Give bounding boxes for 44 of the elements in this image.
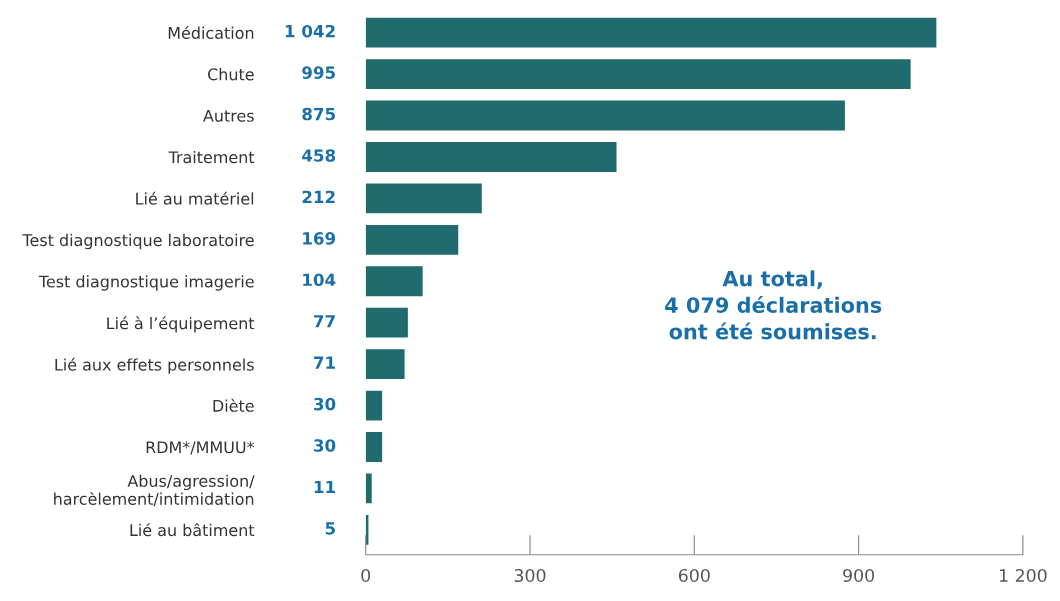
data-label: 5 xyxy=(325,522,335,535)
x-tick-label: 300 xyxy=(514,568,546,583)
data-label: 875 xyxy=(302,107,335,121)
bar xyxy=(365,59,911,90)
y-tick-label: Autres xyxy=(203,109,254,122)
bar xyxy=(365,390,383,421)
y-tick-label: Traitement xyxy=(168,150,255,164)
bar xyxy=(365,307,408,338)
y-tick-label: Diète xyxy=(213,398,254,412)
data-label: 30 xyxy=(314,439,336,452)
bar xyxy=(365,266,423,297)
bar xyxy=(365,142,617,172)
data-label: 30 xyxy=(314,397,336,411)
bar xyxy=(365,224,459,255)
y-tick-label: Test diagnostique laboratoire xyxy=(22,233,254,250)
data-label: 71 xyxy=(314,356,335,369)
x-tick-label: 600 xyxy=(678,568,710,583)
y-tick-label: Lié à l’équipement xyxy=(107,316,255,333)
y-tick-label: Chute xyxy=(208,68,254,81)
y-tick-label: Abus/agression/ harcèlement/intimidation xyxy=(54,474,255,507)
bar xyxy=(365,349,405,380)
y-tick-label: Lié au matériel xyxy=(136,191,254,205)
y-tick-label: Médication xyxy=(168,25,254,39)
data-label: 169 xyxy=(303,232,336,245)
data-label: 995 xyxy=(302,66,335,79)
annotation: Au total, 4 079 déclarations ont été soumises. xyxy=(665,270,882,340)
bar xyxy=(365,100,845,131)
x-tick-label: 1 200 xyxy=(999,568,1047,583)
data-label: 77 xyxy=(314,315,335,328)
data-label: 104 xyxy=(303,273,336,287)
data-label: 11 xyxy=(314,480,335,494)
x-tick-label: 900 xyxy=(843,568,875,583)
bar xyxy=(365,432,383,462)
bar xyxy=(365,17,937,48)
bar xyxy=(365,473,372,504)
x-tick-label: 0 xyxy=(361,568,371,583)
y-tick-label: Lié au bâtiment xyxy=(130,523,255,537)
y-tick-label: Lié aux effets personnels xyxy=(55,357,254,374)
data-label: 1 042 xyxy=(285,24,335,38)
y-tick-label: Test diagnostique imagerie xyxy=(38,275,254,291)
data-label: 212 xyxy=(302,190,335,203)
bar xyxy=(365,183,482,214)
data-label: 458 xyxy=(302,149,336,162)
y-tick-label: RDM*/MMUU* xyxy=(146,441,255,455)
